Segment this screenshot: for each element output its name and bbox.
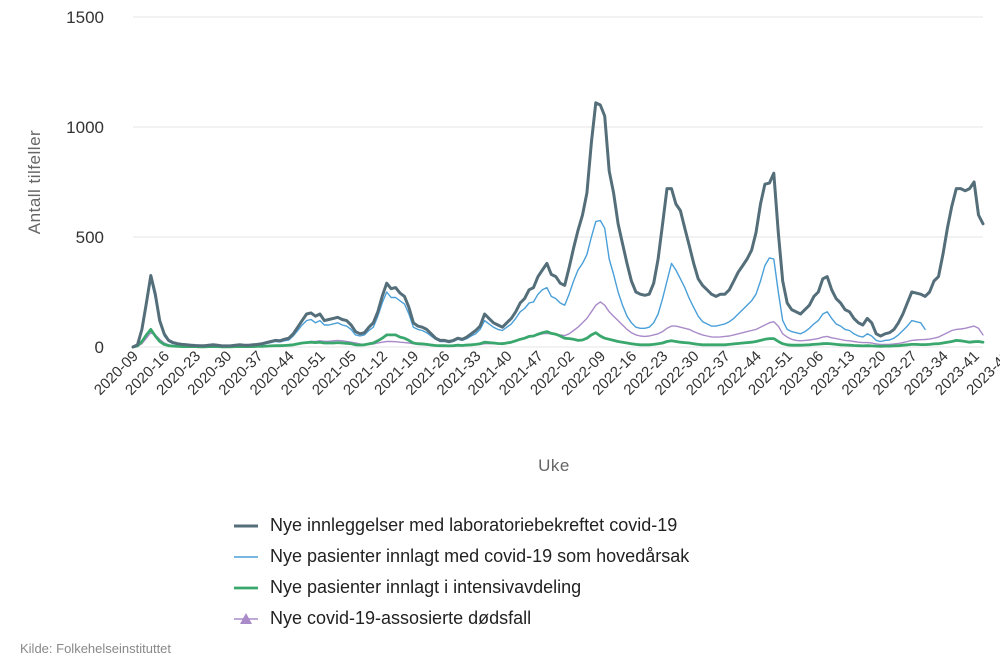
- legend-label: Nye pasienter innlagt i intensivavdeling: [270, 577, 582, 597]
- legend-label: Nye pasienter innlagt med covid-19 som h…: [270, 546, 690, 566]
- x-axis-title: Uke: [538, 456, 570, 475]
- x-axis-ticks: 2020-092020-162020-232020-302020-372020-…: [91, 348, 1000, 399]
- gridlines: [133, 16, 983, 348]
- legend-swatch: [234, 555, 258, 558]
- legend-swatch: [234, 586, 258, 589]
- y-tick-label: 0: [95, 338, 104, 357]
- series-lines: [131, 101, 985, 349]
- line-chart: 0 500 1000 1500 2020-092020-162020-232020-3…: [25, 8, 1000, 475]
- legend: Nye innleggelser med laboratoriebekrefte…: [232, 510, 689, 634]
- y-tick-label: 1500: [66, 8, 104, 27]
- legend-label: Nye covid-19-assosierte dødsfall: [270, 608, 532, 628]
- legend-swatch: [234, 524, 258, 527]
- series-line-3: [132, 301, 984, 348]
- legend-label: Nye innleggelser med laboratoriebekrefte…: [270, 515, 678, 535]
- y-axis-ticks: 0 500 1000 1500: [66, 8, 104, 357]
- series-line-0: [131, 101, 985, 349]
- legend-swatch: [234, 612, 258, 624]
- y-axis-title: Antall tilfeller: [25, 130, 44, 234]
- legend-item[interactable]: Nye pasienter innlagt med covid-19 som h…: [232, 541, 689, 572]
- legend-item[interactable]: Nye covid-19-assosierte dødsfall: [232, 603, 689, 634]
- legend-item[interactable]: Nye pasienter innlagt i intensivavdeling: [232, 572, 689, 603]
- y-tick-label: 500: [76, 228, 104, 247]
- legend-item[interactable]: Nye innleggelser med laboratoriebekrefte…: [232, 510, 689, 541]
- series-line-2: [131, 328, 985, 349]
- y-tick-label: 1000: [66, 118, 104, 137]
- series-line-1: [132, 219, 926, 348]
- source-credit: Kilde: Folkehelseinstituttet: [20, 641, 172, 656]
